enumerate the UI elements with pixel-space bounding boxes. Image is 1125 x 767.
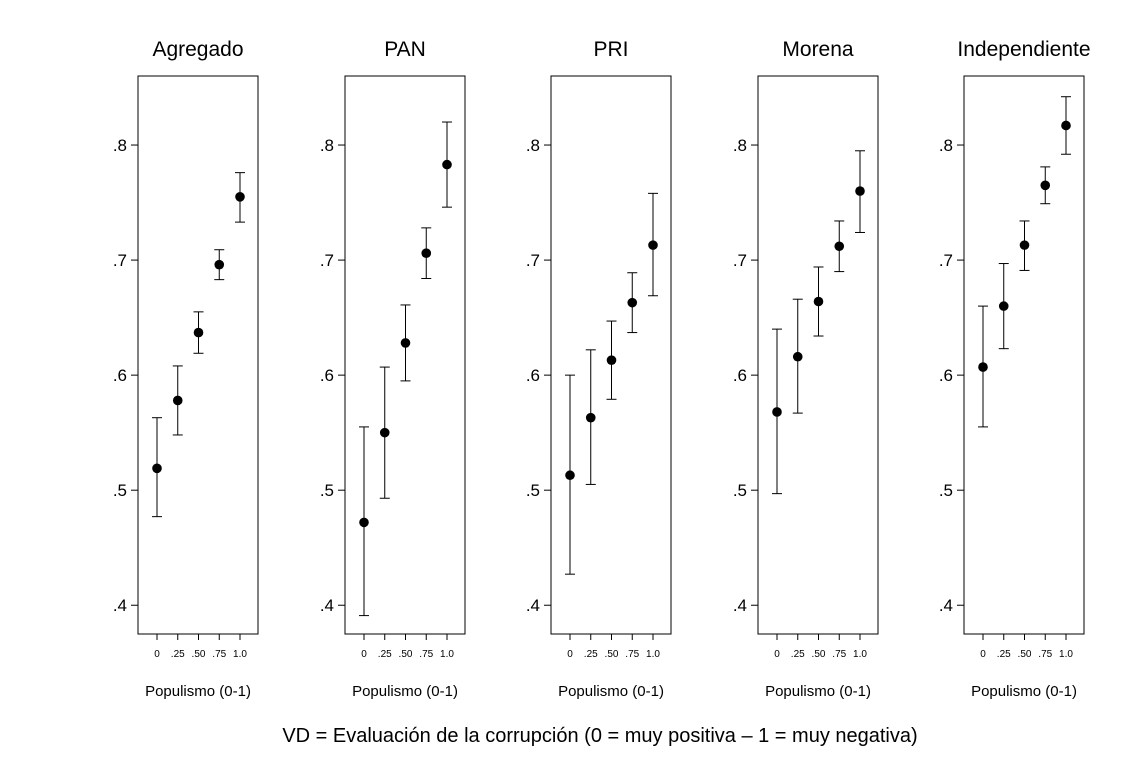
data-point [172, 395, 183, 406]
y-tick-label: .4 [939, 596, 953, 615]
x-tick-label: .75 [419, 649, 433, 660]
y-tick-label: .7 [526, 251, 540, 270]
data-point [627, 297, 638, 308]
y-tick-label: .6 [733, 366, 747, 385]
data-point [585, 412, 596, 423]
x-tick-label: .75 [212, 649, 226, 660]
panel-frame [963, 75, 1085, 635]
x-tick-label: .50 [812, 649, 826, 660]
y-tick-label: .4 [526, 596, 540, 615]
x-tick-label: 1.0 [646, 649, 660, 660]
x-tick-label: .25 [997, 649, 1011, 660]
y-tick-label: .8 [939, 136, 953, 155]
x-tick-label: .50 [605, 649, 619, 660]
x-axis-label: Populismo (0-1) [971, 683, 1077, 700]
y-tick-label: .6 [526, 366, 540, 385]
data-point [855, 186, 865, 196]
data-point [421, 248, 432, 258]
x-tick-label: 1.0 [440, 649, 454, 660]
data-point [813, 296, 824, 307]
x-axis-label: Populismo (0-1) [558, 683, 664, 700]
chart-panel-pan: PAN .4 .5 .6 .7 .8 0 .25 .50 .75 1.0 Populismo (0-1… [320, 38, 466, 700]
x-tick-label: .75 [1038, 649, 1052, 660]
x-tick-label: 1.0 [233, 649, 247, 660]
data-point [214, 259, 225, 270]
y-tick-label: .4 [733, 596, 747, 615]
x-tick-label: .25 [171, 649, 185, 660]
x-tick-label: .75 [832, 649, 846, 660]
x-tick-label: 0 [154, 649, 160, 660]
y-tick-label: .4 [320, 596, 334, 615]
x-tick-label: .50 [192, 649, 206, 660]
y-tick-label: .5 [320, 481, 334, 500]
data-point [1061, 120, 1071, 131]
y-tick-label: .6 [113, 366, 127, 385]
x-tick-label: 0 [361, 649, 367, 660]
data-point [359, 517, 369, 528]
data-point [193, 327, 204, 338]
x-tick-label: 1.0 [853, 649, 867, 660]
data-point [792, 351, 803, 362]
x-axis-label: Populismo (0-1) [145, 683, 251, 700]
x-tick-label: 0 [774, 649, 780, 660]
x-tick-label: .25 [791, 649, 805, 660]
x-tick-label: .50 [399, 649, 413, 660]
y-tick-label: .7 [113, 251, 127, 270]
chart-panel-morena: Morena .4 .5 .6 .7 .8 0 .25 .50 .75 1.0 Populismo (… [733, 38, 879, 700]
chart-panel-pri: PRI .4 .5 .6 .7 .8 0 .25 .50 .75 1.0 Populismo (0-1… [526, 38, 672, 700]
data-point [998, 301, 1009, 311]
figure-caption: VD = Evaluación de la corrupción (0 = mu… [282, 725, 917, 747]
data-point [565, 470, 575, 481]
panel-frame [137, 75, 259, 635]
chart-panel-agregado: Agregado .4 .5 .6 .7 .8 0 .25 .50 .75 1.0 Populismo… [113, 38, 259, 700]
x-tick-label: 0 [567, 649, 573, 660]
panel-title: Agregado [152, 38, 243, 61]
chart-panel-independiente: Independiente .4 .5 .6 .7 .8 0 .25 .50 .75 1.0 Popu… [939, 38, 1091, 700]
y-tick-label: .5 [113, 481, 127, 500]
x-tick-label: .75 [625, 649, 639, 660]
y-tick-label: .8 [526, 136, 540, 155]
y-tick-label: .8 [320, 136, 334, 155]
panel-title: PAN [384, 38, 426, 61]
data-point [606, 355, 617, 365]
y-tick-label: .5 [733, 481, 747, 500]
y-tick-label: .4 [113, 596, 127, 615]
y-tick-label: .7 [320, 251, 334, 270]
chart-panels: Agregado.4.5.6.7.80.25.50.75 1.0Populismo… [113, 38, 1091, 700]
x-tick-label: .25 [378, 649, 392, 660]
panel-title: Independiente [957, 38, 1090, 61]
data-point [648, 240, 658, 250]
data-point [1040, 180, 1051, 191]
data-point [235, 192, 245, 202]
data-point [442, 159, 452, 170]
y-tick-label: .7 [939, 251, 953, 270]
data-point [152, 463, 162, 474]
y-tick-label: .5 [526, 481, 540, 500]
y-tick-label: .5 [939, 481, 953, 500]
data-point [400, 338, 411, 348]
panel-title: Morena [782, 38, 854, 61]
data-point [978, 362, 988, 372]
y-tick-label: .8 [733, 136, 747, 155]
y-tick-label: .6 [939, 366, 953, 385]
y-tick-label: .8 [113, 136, 127, 155]
panel-title: PRI [593, 38, 628, 61]
x-tick-label: .50 [1018, 649, 1032, 660]
x-tick-label: 0 [980, 649, 986, 660]
x-axis-label: Populismo (0-1) [352, 683, 458, 700]
x-tick-label: .25 [584, 649, 598, 660]
x-axis-label: Populismo (0-1) [765, 683, 871, 700]
data-point [834, 241, 845, 252]
y-tick-label: .7 [733, 251, 747, 270]
data-point [379, 427, 390, 438]
data-point [772, 407, 782, 417]
y-tick-label: .6 [320, 366, 334, 385]
x-tick-label: 1.0 [1059, 649, 1073, 660]
data-point [1019, 240, 1030, 250]
